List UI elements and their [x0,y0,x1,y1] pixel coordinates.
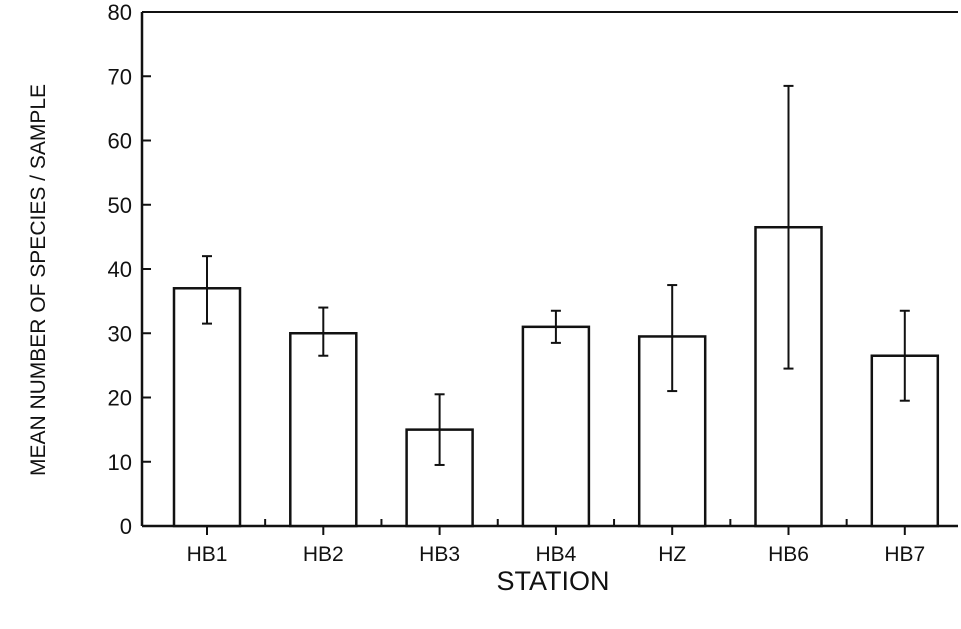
y-tick-label: 30 [108,321,132,346]
bar-hb2 [289,332,358,528]
x-tick-label: HB3 [419,543,460,566]
bar-hb1 [172,287,242,528]
y-tick-label: 70 [108,64,132,89]
y-tick-label: 80 [108,0,132,25]
x-tick-label: HB1 [187,543,228,566]
x-tick-label: HB7 [884,543,925,566]
bars [172,225,940,528]
y-tick-label: 40 [108,257,132,282]
y-axis-ticks: 0 10 20 30 40 50 60 70 80 [108,0,151,539]
y-tick-label: 0 [120,514,132,539]
y-tick-label: 60 [108,129,132,154]
x-tick-label: HB6 [768,543,809,566]
y-tick-label: 10 [108,450,132,475]
x-tick-label: HB4 [535,543,576,566]
error-bars [202,84,910,466]
x-axis-ticks: HB1 HB2 HB3 HB4 HZ HB6 HB7 [187,519,925,566]
x-axis-title: STATION [497,566,610,596]
y-tick-label: 50 [108,193,132,218]
bar-hb7 [870,354,940,528]
y-tick-label: 20 [108,386,132,411]
x-tick-label: HZ [658,543,686,566]
bar-hb4 [521,325,591,528]
y-axis-title: MEAN NUMBER OF SPECIES / SAMPLE [27,84,50,476]
x-tick-label: HB2 [303,543,344,566]
